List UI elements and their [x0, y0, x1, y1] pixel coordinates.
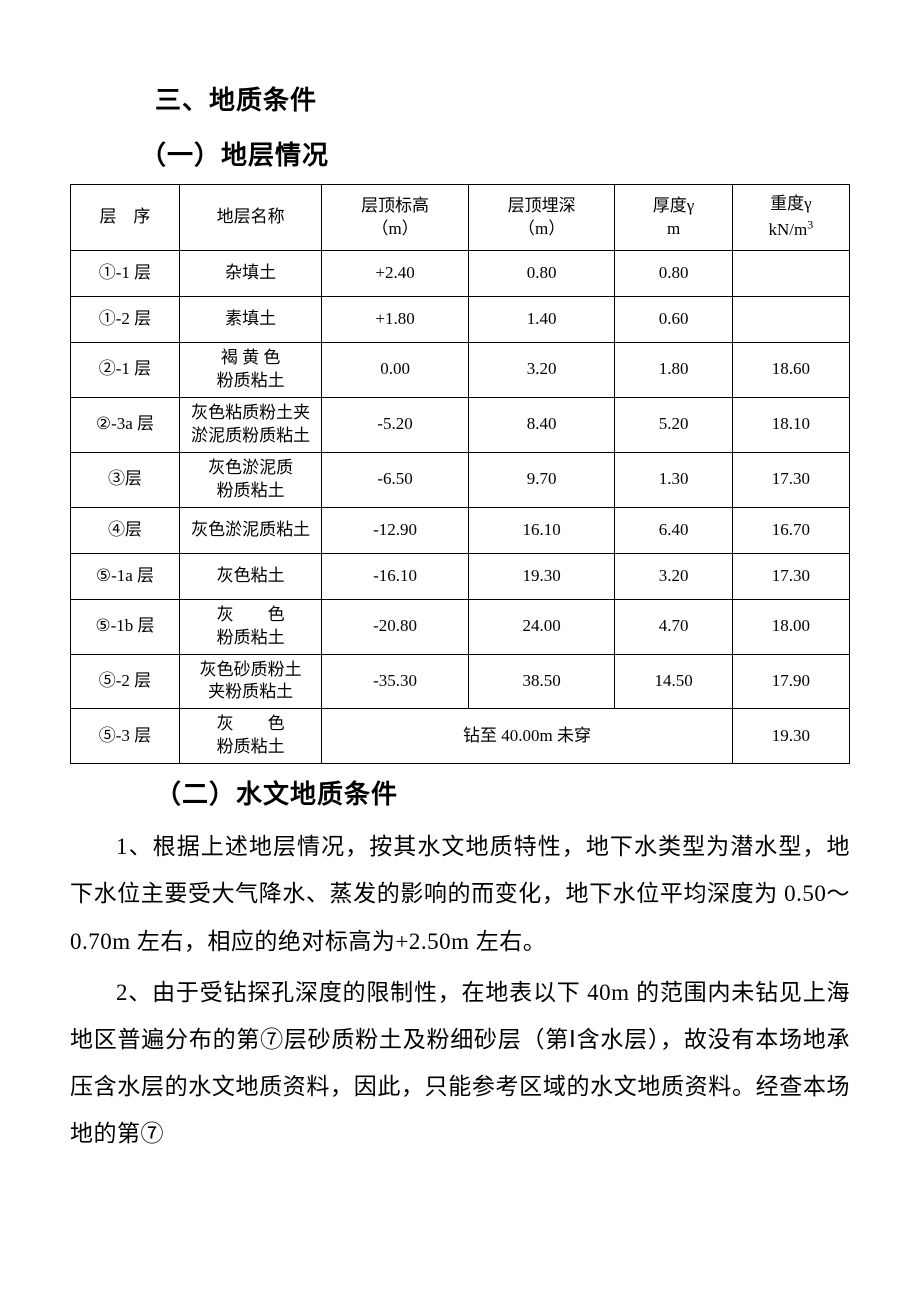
header-weight: 重度γ kN/m3	[732, 185, 849, 251]
cell-depth: 0.80	[468, 251, 615, 297]
cell-seq: ③层	[71, 452, 180, 507]
cell-weight	[732, 297, 849, 343]
cell-elev: -5.20	[322, 397, 469, 452]
paragraph-2: 2、由于受钻探孔深度的限制性，在地表以下 40m 的范围内未钻见上海地区普遍分布…	[70, 969, 850, 1158]
cell-elev: +2.40	[322, 251, 469, 297]
cell-name: 灰 色 粉质粘土	[179, 599, 321, 654]
table-row: ①-1 层 杂填土 +2.40 0.80 0.80	[71, 251, 850, 297]
cell-depth: 16.10	[468, 507, 615, 553]
cell-seq: ①-1 层	[71, 251, 180, 297]
cell-thickness: 3.20	[615, 553, 732, 599]
cell-depth: 8.40	[468, 397, 615, 452]
table-body: ①-1 层 杂填土 +2.40 0.80 0.80 ①-2 层 素填土 +1.8…	[71, 251, 850, 764]
table-row: ⑤-3 层 灰 色 粉质粘土 钻至 40.00m 未穿 19.30	[71, 709, 850, 764]
cell-thickness: 0.60	[615, 297, 732, 343]
paragraph-1: 1、根据上述地层情况，按其水文地质特性，地下水类型为潜水型，地下水位主要受大气降…	[70, 823, 850, 964]
cell-elev: -6.50	[322, 452, 469, 507]
cell-thickness: 5.20	[615, 397, 732, 452]
cell-depth: 38.50	[468, 654, 615, 709]
cell-weight: 17.30	[732, 553, 849, 599]
table-row: ⑤-1a 层 灰色粘土 -16.10 19.30 3.20 17.30	[71, 553, 850, 599]
header-layer-name: 地层名称	[179, 185, 321, 251]
cell-elev: -16.10	[322, 553, 469, 599]
table-row: ③层 灰色淤泥质 粉质粘土 -6.50 9.70 1.30 17.30	[71, 452, 850, 507]
cell-seq: ⑤-1b 层	[71, 599, 180, 654]
cell-name: 灰色粘土	[179, 553, 321, 599]
cell-name: 灰色淤泥质 粉质粘土	[179, 452, 321, 507]
cell-seq: ②-3a 层	[71, 397, 180, 452]
cell-weight: 18.00	[732, 599, 849, 654]
stratum-table: 层 序 地层名称 层顶标高 （m） 层顶埋深 （m） 厚度γ m 重度γ kN/…	[70, 184, 850, 764]
table-row: ⑤-2 层 灰色砂质粉土 夹粉质粘土 -35.30 38.50 14.50 17…	[71, 654, 850, 709]
table-row: ④层 灰色淤泥质粘土 -12.90 16.10 6.40 16.70	[71, 507, 850, 553]
cell-depth: 3.20	[468, 343, 615, 398]
cell-name: 褐 黄 色 粉质粘土	[179, 343, 321, 398]
cell-name: 灰 色 粉质粘土	[179, 709, 321, 764]
cell-name: 灰色淤泥质粘土	[179, 507, 321, 553]
cell-thickness: 0.80	[615, 251, 732, 297]
header-layer-seq: 层 序	[71, 185, 180, 251]
cell-name: 杂填土	[179, 251, 321, 297]
cell-weight: 18.10	[732, 397, 849, 452]
table-row: ②-1 层 褐 黄 色 粉质粘土 0.00 3.20 1.80 18.60	[71, 343, 850, 398]
cell-weight: 19.30	[732, 709, 849, 764]
cell-name: 灰色砂质粉土 夹粉质粘土	[179, 654, 321, 709]
cell-thickness: 4.70	[615, 599, 732, 654]
cell-depth: 24.00	[468, 599, 615, 654]
cell-elev: 0.00	[322, 343, 469, 398]
cell-weight: 17.90	[732, 654, 849, 709]
cell-elev: -12.90	[322, 507, 469, 553]
table-row: ②-3a 层 灰色粘质粉土夹 淤泥质粉质粘土 -5.20 8.40 5.20 1…	[71, 397, 850, 452]
header-top-elev: 层顶标高 （m）	[322, 185, 469, 251]
table-row: ①-2 层 素填土 +1.80 1.40 0.60	[71, 297, 850, 343]
header-top-depth: 层顶埋深 （m）	[468, 185, 615, 251]
cell-elev: -35.30	[322, 654, 469, 709]
table-row: ⑤-1b 层 灰 色 粉质粘土 -20.80 24.00 4.70 18.00	[71, 599, 850, 654]
cell-name: 素填土	[179, 297, 321, 343]
cell-thickness: 1.30	[615, 452, 732, 507]
cell-seq: ⑤-2 层	[71, 654, 180, 709]
cell-thickness: 1.80	[615, 343, 732, 398]
cell-depth: 9.70	[468, 452, 615, 507]
cell-weight: 18.60	[732, 343, 849, 398]
subsection-heading-1: （一）地层情况	[70, 135, 850, 172]
cell-seq: ①-2 层	[71, 297, 180, 343]
cell-elev: -20.80	[322, 599, 469, 654]
section-heading: 三、地质条件	[70, 80, 850, 117]
cell-seq: ⑤-1a 层	[71, 553, 180, 599]
cell-merged-note: 钻至 40.00m 未穿	[322, 709, 732, 764]
cell-weight: 17.30	[732, 452, 849, 507]
table-header-row: 层 序 地层名称 层顶标高 （m） 层顶埋深 （m） 厚度γ m 重度γ kN/…	[71, 185, 850, 251]
cell-seq: ⑤-3 层	[71, 709, 180, 764]
cell-depth: 1.40	[468, 297, 615, 343]
cell-weight	[732, 251, 849, 297]
header-thickness: 厚度γ m	[615, 185, 732, 251]
cell-thickness: 6.40	[615, 507, 732, 553]
cell-depth: 19.30	[468, 553, 615, 599]
cell-elev: +1.80	[322, 297, 469, 343]
cell-weight: 16.70	[732, 507, 849, 553]
cell-thickness: 14.50	[615, 654, 732, 709]
cell-seq: ④层	[71, 507, 180, 553]
subsection-heading-2: （二）水文地质条件	[70, 774, 850, 811]
cell-seq: ②-1 层	[71, 343, 180, 398]
cell-name: 灰色粘质粉土夹 淤泥质粉质粘土	[179, 397, 321, 452]
